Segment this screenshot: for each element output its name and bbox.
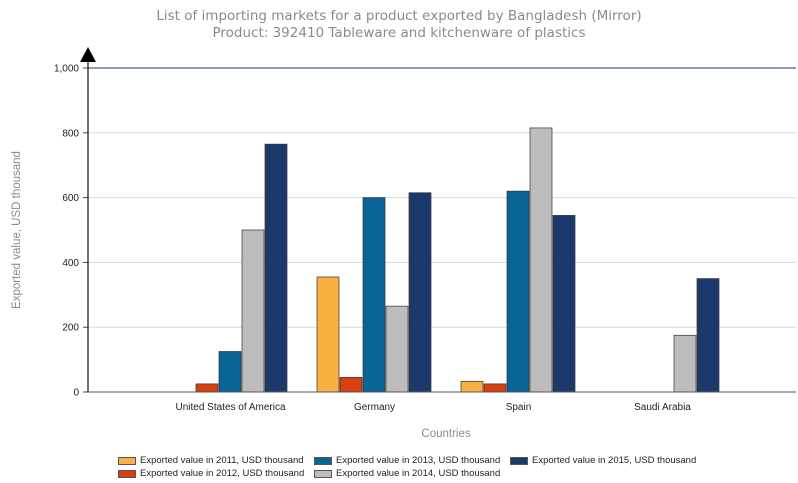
legend-item: Exported value in 2013, USD thousand — [314, 455, 500, 466]
bar — [696, 278, 720, 393]
y-tick-label: 600 — [62, 193, 79, 204]
bar — [529, 127, 553, 393]
legend-swatch — [314, 456, 332, 465]
bar — [673, 334, 697, 393]
legend-label: Exported value in 2011, USD thousand — [140, 455, 304, 466]
y-tick-label: 800 — [62, 128, 79, 139]
x-axis-label: Countries — [421, 428, 470, 440]
bar — [362, 197, 386, 393]
x-tick-label: Germany — [354, 402, 395, 413]
y-axis-arrow-icon — [80, 47, 96, 62]
y-tick-label: 1,000 — [54, 64, 79, 75]
y-tick-labels: 0 200 400 600 800 1,000 — [54, 64, 79, 399]
legend-label: Exported value in 2012, USD thousand — [140, 468, 305, 479]
bar — [241, 229, 265, 393]
gridlines — [88, 67, 796, 328]
legend-label: Exported value in 2014, USD thousand — [336, 468, 501, 479]
x-tick-label: United States of America — [175, 402, 285, 413]
legend-item: Exported value in 2014, USD thousand — [314, 468, 500, 479]
bar — [552, 215, 576, 393]
bar — [316, 276, 340, 393]
legend-swatch — [118, 469, 136, 478]
y-tick-label: 0 — [73, 388, 79, 399]
legend-item: Exported value in 2011, USD thousand — [118, 455, 304, 466]
legend-swatch — [118, 456, 136, 465]
legend-label: Exported value in 2015, USD thousand — [532, 455, 697, 466]
y-axis-label: Exported value, USD thousand — [11, 151, 23, 309]
bars — [195, 127, 720, 393]
chart-title: List of importing markets for a product … — [156, 8, 642, 24]
x-tick-label: Spain — [506, 402, 532, 413]
y-tick-label: 200 — [62, 323, 79, 334]
legend-label: Exported value in 2013, USD thousand — [336, 455, 501, 466]
bar — [339, 377, 363, 393]
bar — [460, 380, 484, 393]
bar — [385, 305, 409, 393]
bar — [506, 190, 530, 393]
legend-item: Exported value in 2012, USD thousand — [118, 468, 304, 479]
bar — [408, 192, 432, 393]
bar — [483, 383, 507, 393]
y-tick-label: 400 — [62, 258, 79, 269]
x-tick-labels: United States of America Germany Spain Saud… — [175, 402, 691, 413]
bar — [195, 383, 219, 393]
x-tick-label: Saudi Arabia — [634, 402, 691, 413]
legend: Exported value in 2011, USD thousand Expo… — [118, 455, 738, 483]
axes — [80, 47, 796, 393]
legend-swatch — [314, 469, 332, 478]
bar — [218, 351, 242, 393]
legend-swatch — [510, 456, 528, 465]
legend-item: Exported value in 2015, USD thousand — [510, 455, 696, 466]
bar — [264, 143, 288, 393]
chart-subtitle: Product: 392410 Tableware and kitchenwar… — [212, 25, 586, 41]
